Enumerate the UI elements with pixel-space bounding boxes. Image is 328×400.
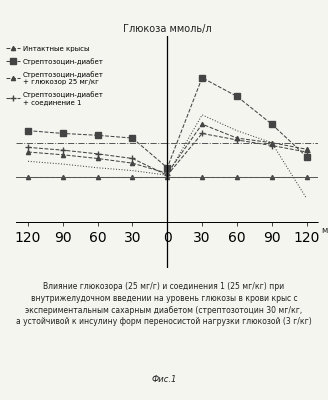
- Стрептозоцин-диабет: [305, 154, 309, 159]
- Стрептозоцин-диабет
+ глюкозор 25 мг/кг: [305, 147, 309, 152]
- Стрептозоцин-диабет
+ глюкозор 25 мг/кг: [131, 161, 134, 166]
- Интактные крысы: [270, 175, 274, 180]
- Title: Глюкоза ммоль/л: Глюкоза ммоль/л: [123, 24, 212, 34]
- Интактные крысы: [305, 175, 309, 180]
- Стрептозоцин-диабет
+ соединение 1: [200, 131, 204, 136]
- Стрептозоцин-диабет: [96, 133, 100, 138]
- Стрептозоцин-диабет
+ глюкозор 25 мг/кг: [165, 171, 169, 176]
- Legend: Интактные крысы, Стрептозоцин-диабет, Стрептозоцин-диабет
+ глюкозор 25 мг/кг, С: Интактные крысы, Стрептозоцин-диабет, Ст…: [5, 44, 105, 106]
- Интактные крысы: [165, 175, 169, 180]
- Стрептозоцин-диабет
+ глюкозор 25 мг/кг: [235, 136, 239, 140]
- Стрептозоцин-диабет
+ глюкозор 25 мг/кг: [26, 150, 30, 154]
- Интактные крысы: [96, 175, 100, 180]
- Стрептозоцин-диабет
+ соединение 1: [270, 143, 274, 148]
- Line: Стрептозоцин-диабет: Стрептозоцин-диабет: [25, 75, 309, 170]
- Line: Стрептозоцин-диабет
+ глюкозор 25 мг/кг: Стрептозоцин-диабет + глюкозор 25 мг/кг: [26, 122, 309, 176]
- Стрептозоцин-диабет
+ соединение 1: [26, 145, 30, 150]
- Стрептозоцин-диабет: [165, 165, 169, 170]
- Стрептозоцин-диабет
+ соединение 1: [96, 152, 100, 156]
- Интактные крысы: [131, 175, 134, 180]
- Стрептозоцин-диабет
+ соединение 1: [305, 150, 309, 154]
- Стрептозоцин-диабет
+ соединение 1: [61, 148, 65, 152]
- Text: Фис.1: Фис.1: [151, 375, 177, 384]
- Интактные крысы: [61, 175, 65, 180]
- Стрептозоцин-диабет: [26, 128, 30, 133]
- Стрептозоцин-диабет: [200, 75, 204, 80]
- Стрептозоцин-диабет: [270, 122, 274, 126]
- Стрептозоцин-диабет: [131, 136, 134, 140]
- Text: Влияние глюкозора (25 мг/г) и соединения 1 (25 мг/кг) при
внутрижелудочном введе: Влияние глюкозора (25 мг/г) и соединения…: [16, 282, 312, 326]
- Стрептозоцин-диабет
+ соединение 1: [165, 173, 169, 178]
- Стрептозоцин-диабет
+ соединение 1: [131, 156, 134, 161]
- Стрептозоцин-диабет
+ глюкозор 25 мг/кг: [200, 122, 204, 126]
- Стрептозоцин-диабет: [61, 131, 65, 136]
- Стрептозоцин-диабет
+ глюкозор 25 мг/кг: [270, 140, 274, 145]
- Интактные крысы: [26, 175, 30, 180]
- Line: Стрептозоцин-диабет
+ соединение 1: Стрептозоцин-диабет + соединение 1: [25, 130, 310, 179]
- Стрептозоцин-диабет
+ глюкозор 25 мг/кг: [61, 152, 65, 157]
- Стрептозоцин-диабет
+ глюкозор 25 мг/кг: [96, 156, 100, 161]
- Стрептозоцин-диабет: [235, 94, 239, 99]
- Стрептозоцин-диабет
+ соединение 1: [235, 138, 239, 142]
- Интактные крысы: [235, 175, 239, 180]
- Интактные крысы: [200, 175, 204, 180]
- Text: мин: мин: [322, 226, 328, 235]
- Line: Интактные крысы: Интактные крысы: [26, 175, 309, 179]
